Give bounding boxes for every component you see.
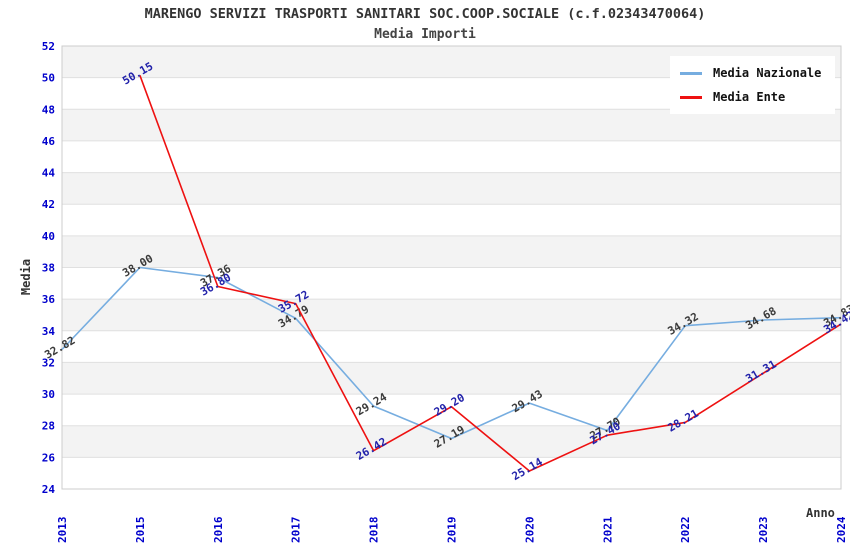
y-tick-label: 42 bbox=[42, 198, 55, 211]
series-line-media-ente bbox=[139, 75, 842, 472]
plot-band bbox=[62, 172, 841, 205]
plot-band bbox=[62, 235, 841, 268]
point-label: 32.82 bbox=[42, 334, 77, 362]
y-tick-label: 52 bbox=[42, 40, 55, 53]
y-tick-label: 40 bbox=[42, 230, 55, 243]
series-line-media-nazionale bbox=[61, 266, 842, 440]
x-tick-label: 2013 bbox=[56, 517, 69, 544]
x-tick-label: 2016 bbox=[212, 516, 225, 543]
y-tick-label: 30 bbox=[42, 388, 55, 401]
line-swatch-icon bbox=[680, 71, 702, 75]
x-tick-label: 2022 bbox=[679, 517, 692, 544]
plot-border bbox=[61, 45, 842, 490]
chart-subtitle: Media Importi bbox=[374, 27, 476, 42]
x-tick-label: 2017 bbox=[290, 517, 303, 544]
y-tick-label: 46 bbox=[42, 135, 56, 148]
y-tick-label: 38 bbox=[42, 262, 55, 275]
y-tick-label: 26 bbox=[42, 451, 56, 464]
legend-label: Media Nazionale bbox=[713, 66, 822, 80]
line-swatch-icon bbox=[680, 95, 702, 99]
x-tick-label: 2020 bbox=[523, 517, 536, 544]
x-tick-label: 2019 bbox=[446, 517, 459, 544]
plot-band bbox=[62, 362, 841, 395]
y-tick-label: 36 bbox=[42, 293, 56, 306]
plot-band bbox=[62, 299, 841, 331]
y-tick-label: 28 bbox=[42, 420, 55, 433]
legend: Media Nazionale Media Ente bbox=[670, 56, 836, 114]
legend-item-media-nazionale: Media Nazionale bbox=[680, 61, 821, 85]
x-tick-label: 2021 bbox=[601, 516, 614, 543]
legend-item-media-ente: Media Ente bbox=[680, 85, 821, 109]
legend-label: Media Ente bbox=[713, 90, 786, 104]
x-tick-label: 2015 bbox=[134, 517, 147, 544]
y-tick-label: 34 bbox=[42, 325, 56, 338]
x-tick-label: 2018 bbox=[368, 517, 381, 544]
y-axis-title: Media bbox=[19, 258, 33, 296]
y-tick-label: 44 bbox=[42, 167, 56, 180]
x-tick-label: 2023 bbox=[757, 517, 770, 544]
y-tick-label: 50 bbox=[42, 72, 55, 85]
x-tick-label: 2024 bbox=[835, 516, 848, 543]
plot-band bbox=[62, 109, 841, 141]
page-title: MARENGO SERVIZI TRASPORTI SANITARI SOC.C… bbox=[144, 6, 706, 22]
x-axis-title: Anno bbox=[806, 506, 835, 520]
y-tick-label: 48 bbox=[42, 103, 55, 116]
y-tick-label: 24 bbox=[42, 483, 56, 496]
y-tick-label: 32 bbox=[42, 356, 55, 369]
plot-band bbox=[62, 425, 841, 458]
